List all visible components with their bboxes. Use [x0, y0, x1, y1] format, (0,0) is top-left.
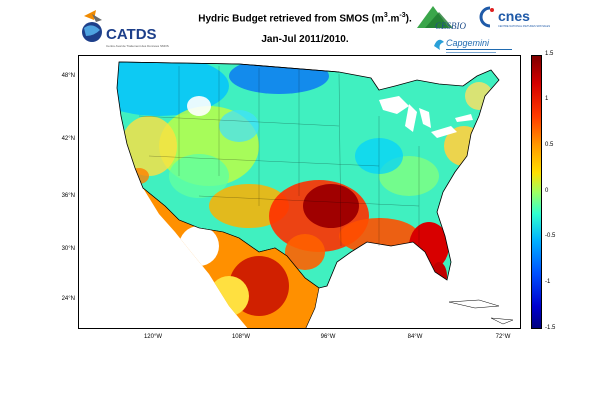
catds-logo-subtext: Centre Aval de Traitement des Données SM…: [106, 44, 169, 48]
map-title: Hydric Budget retrieved from SMOS (m3.m-…: [198, 12, 412, 25]
capgemini-logo: Capgemini: [434, 38, 512, 53]
canada-border: [118, 61, 340, 73]
colorbar-label-minus-1-5: -1.5: [545, 325, 556, 331]
lon-label-72w: 72°W: [495, 334, 511, 340]
cuba-outline: [448, 299, 500, 309]
catds-logo: CATDS Centre Aval de Traitement des Donn…: [82, 10, 169, 48]
usa-data-field: [117, 62, 499, 288]
capgemini-logo-text: Capgemini: [446, 38, 490, 48]
colorbar-label-1: 1: [545, 96, 549, 102]
lon-label-96w: 96°W: [320, 334, 336, 340]
cesbio-logo: CESBIO: [417, 6, 466, 30]
lon-label-120w: 120°W: [143, 334, 163, 340]
colorbar-label-0: 0: [545, 188, 549, 194]
map-frame: [78, 55, 521, 329]
catds-logo-text: CATDS: [106, 26, 157, 43]
lon-label-84w: 84°W: [407, 334, 423, 340]
us-hydric-map: [116, 61, 514, 328]
state-boundaries: [138, 66, 420, 247]
colorbar: [531, 55, 542, 329]
lat-label-36n: 36°N: [61, 193, 75, 199]
map-subtitle: Jan-Jul 2011/2010.: [261, 34, 349, 45]
colorbar-label-0-5: 0.5: [545, 142, 554, 148]
colorbar-label-1-5: 1.5: [545, 51, 554, 57]
cnes-logo: cnes CENTRE NATIONAL D'ETUDES SPATIALES: [479, 6, 550, 28]
cesbio-logo-text: CESBIO: [435, 21, 466, 30]
lat-label-24n: 24°N: [61, 296, 75, 302]
lat-label-42n: 42°N: [61, 136, 75, 142]
cnes-logo-subtext: CENTRE NATIONAL D'ETUDES SPATIALES: [498, 24, 550, 28]
mexico-outline: [142, 187, 320, 328]
colorbar-label-minus-0-5: -0.5: [545, 233, 556, 239]
caribbean-islands-outline: [490, 317, 514, 325]
lat-label-30n: 30°N: [61, 246, 75, 252]
colorbar-label-minus-1: -1: [545, 279, 551, 285]
lon-label-108w: 108°W: [231, 334, 251, 340]
lat-label-48n: 48°N: [61, 73, 75, 79]
cnes-logo-text: cnes: [498, 8, 530, 24]
